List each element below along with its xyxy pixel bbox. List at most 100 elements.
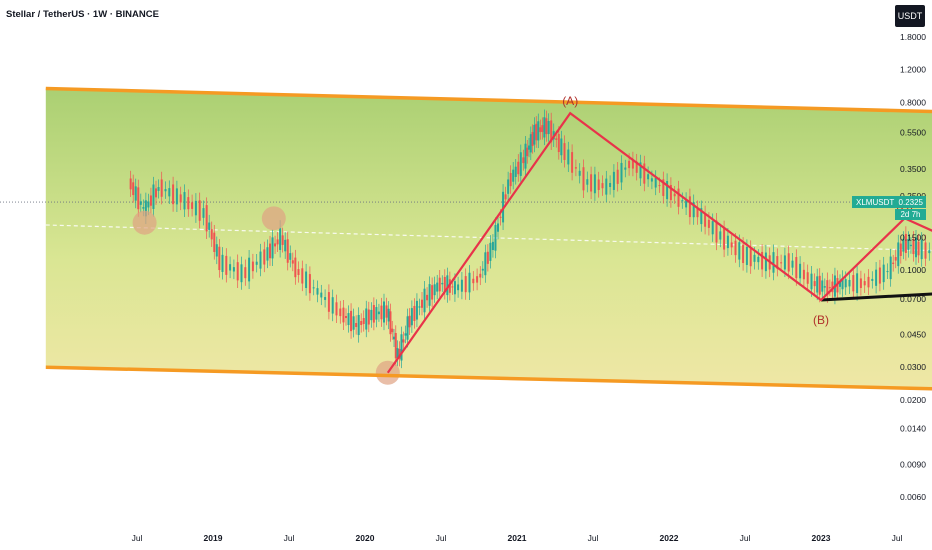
wave-label: (B) (813, 313, 829, 327)
price-tick-label: 0.0140 (900, 424, 926, 434)
candle-body (263, 249, 266, 265)
candle-body (597, 179, 600, 191)
candle-body (347, 313, 350, 325)
candle-body (567, 149, 570, 165)
candle-body (172, 184, 175, 205)
candle-body (316, 288, 319, 295)
candle-body (673, 193, 676, 197)
candle-body (168, 188, 171, 197)
candle-body (406, 316, 409, 340)
candle-body (635, 161, 638, 173)
price-tick-label: 0.0300 (900, 362, 926, 372)
candle-body (428, 284, 431, 306)
time-tick-label: Jul (436, 533, 447, 543)
candle-body (436, 282, 439, 292)
candle-body (823, 286, 826, 288)
candle-body (539, 127, 542, 133)
candle-body (547, 120, 550, 135)
candle-body (764, 252, 767, 272)
candle-body (213, 232, 216, 253)
candle-body (738, 242, 741, 260)
candle-body (232, 267, 235, 272)
candle-body (590, 174, 593, 192)
price-axis[interactable]: 1.80001.20000.80000.55000.35000.25000.15… (900, 32, 926, 502)
candle-body (274, 243, 277, 247)
candle-body (875, 269, 878, 286)
candle-body (352, 316, 355, 330)
candle-body (291, 260, 294, 264)
candle-body (507, 179, 510, 194)
candle-body (522, 157, 525, 164)
candle-body (377, 311, 380, 315)
time-axis[interactable]: Jul2019Jul2020Jul2021Jul2022Jul2023Jul20… (132, 533, 932, 543)
time-tick-label: Jul (588, 533, 599, 543)
candle-body (639, 162, 642, 179)
candle-body (355, 322, 358, 328)
candle-body (289, 253, 292, 260)
candle-body (526, 147, 529, 157)
candle-body (375, 307, 378, 320)
channel-lower-line (45, 365, 932, 391)
candle-body (776, 256, 779, 269)
candle-body (734, 240, 737, 256)
candle-body (631, 159, 634, 169)
candle-body (696, 208, 699, 218)
candle-body (867, 276, 870, 288)
candle-body (404, 333, 407, 336)
candle-body (218, 246, 221, 271)
candle-body (410, 308, 413, 326)
candle-body (810, 273, 813, 290)
candle-body (504, 194, 507, 200)
candle-body (894, 257, 897, 261)
price-tick-label: 1.8000 (900, 32, 926, 42)
candle-body (524, 143, 527, 169)
candle-body (301, 268, 304, 284)
candle-body (535, 123, 538, 141)
candle-body (848, 279, 851, 287)
candle-body (320, 292, 323, 298)
candle-body (248, 257, 251, 282)
candle-body (453, 281, 456, 295)
candle-body (431, 285, 434, 300)
candle-body (685, 199, 688, 208)
candle-body (489, 242, 492, 261)
candle-body (571, 152, 574, 173)
candle-body (514, 166, 517, 177)
candle-body (423, 288, 426, 313)
candle-body (345, 316, 347, 319)
symbol-label: XLMUSDT (856, 197, 895, 207)
candle-body (144, 200, 147, 217)
candle-body (367, 309, 370, 325)
candle-body (669, 184, 672, 201)
currency-button[interactable]: USDT (895, 5, 925, 27)
wave-abcde-path (386, 111, 932, 374)
candle-body (892, 262, 895, 265)
candle-body (389, 311, 392, 335)
candle-body (215, 244, 218, 257)
price-tick-label: 0.8000 (900, 97, 926, 107)
candle-body (175, 188, 178, 205)
candle-body (400, 334, 403, 361)
candle-body (244, 267, 247, 279)
candle-body (512, 169, 515, 182)
candle-body (194, 200, 197, 216)
candle-body (616, 169, 619, 184)
candle-body (387, 308, 390, 322)
grid-layer (0, 201, 932, 252)
candle-body (394, 333, 397, 359)
candle-body (609, 183, 612, 188)
candle-body (438, 277, 441, 292)
candle-body (912, 238, 915, 255)
candle-body (813, 281, 816, 287)
price-tick-label: 0.0060 (900, 492, 926, 502)
candle-body (612, 171, 615, 190)
candle-body (601, 183, 604, 189)
candle-body (711, 221, 714, 235)
time-tick-label: 2019 (204, 533, 223, 543)
candle-body (509, 172, 512, 187)
candle-body (149, 195, 152, 206)
candle-body (582, 167, 585, 191)
candle-body (742, 244, 745, 263)
candle-body (383, 301, 385, 323)
